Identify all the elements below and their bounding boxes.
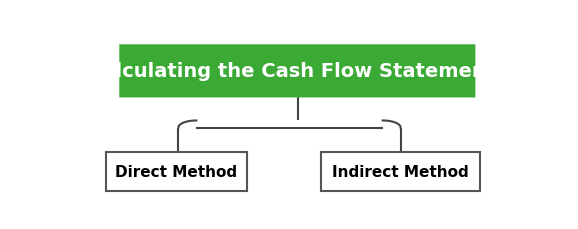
Text: Indirect Method: Indirect Method [332,165,469,180]
FancyBboxPatch shape [119,45,476,98]
FancyBboxPatch shape [106,153,247,191]
FancyBboxPatch shape [321,153,480,191]
Text: Direct Method: Direct Method [116,165,238,180]
Text: Calculating the Cash Flow Statements: Calculating the Cash Flow Statements [88,62,507,81]
